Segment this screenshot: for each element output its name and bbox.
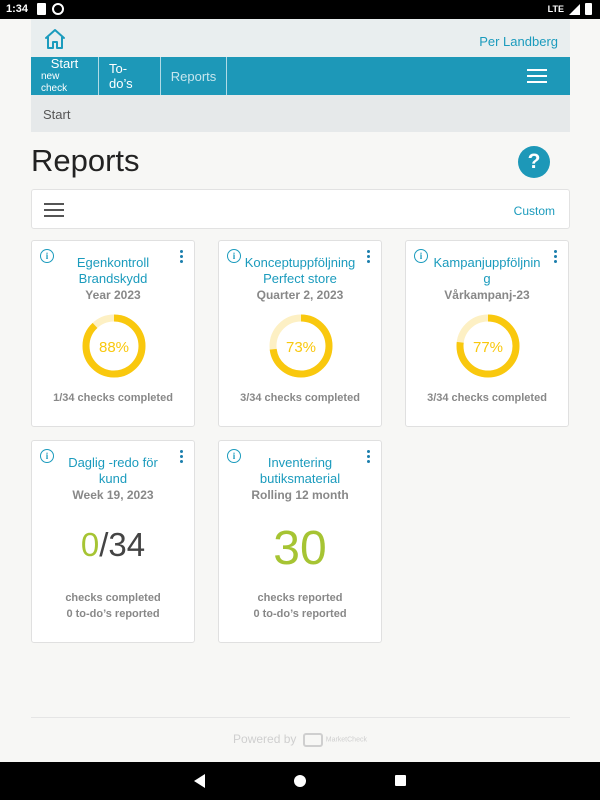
battery-icon xyxy=(585,3,592,15)
card-title: Daglig -redo för kund xyxy=(68,455,158,486)
card-status: 3/34 checks completed xyxy=(427,392,547,404)
card-status: 1/34 checks completed xyxy=(53,392,173,404)
card-period: Week 19, 2023 xyxy=(72,488,154,502)
more-options-icon[interactable] xyxy=(180,250,184,264)
recents-icon[interactable] xyxy=(395,775,406,786)
network-type: LTE xyxy=(547,4,564,14)
filter-bar: Custom xyxy=(31,189,570,229)
sd-card-icon xyxy=(37,3,46,15)
progress-donut: 88% xyxy=(82,314,146,378)
info-icon[interactable]: i xyxy=(414,249,428,263)
more-options-icon[interactable] xyxy=(180,450,184,464)
status-time: 1:34 xyxy=(6,3,29,15)
card-period: Vårkampanj-23 xyxy=(444,288,530,302)
card-status: checks reported xyxy=(257,592,343,604)
nav-start-new-check[interactable]: Start new check xyxy=(31,57,99,95)
progress-percent: 73% xyxy=(286,339,316,356)
nav-start-sublabel: new check xyxy=(41,71,68,94)
nav-start-label: Start xyxy=(50,56,79,71)
checks-count: 30 xyxy=(273,522,327,575)
ratio-slash: / xyxy=(99,526,109,563)
card-status: 3/34 checks completed xyxy=(240,392,360,404)
more-options-icon[interactable] xyxy=(367,450,371,464)
report-card[interactable]: i Egenkontroll Brandskydd Year 2023 88% … xyxy=(31,240,195,427)
system-nav-bar xyxy=(0,762,600,800)
signal-icon xyxy=(569,3,580,15)
report-card[interactable]: i Daglig -redo för kund Week 19, 2023 0/… xyxy=(31,440,195,643)
card-period: Quarter 2, 2023 xyxy=(256,288,344,302)
progress-donut: 73% xyxy=(269,314,333,378)
nav-todos[interactable]: To-do’s xyxy=(99,57,161,95)
card-todos: 0 to-do’s reported xyxy=(253,608,347,620)
breadcrumb-start[interactable]: Start xyxy=(43,107,71,122)
info-icon[interactable]: i xyxy=(40,249,54,263)
info-icon[interactable]: i xyxy=(227,249,241,263)
footer-divider xyxy=(31,717,570,718)
card-period: Rolling 12 month xyxy=(251,488,349,502)
card-title: Kampanjuppföljning xyxy=(433,255,541,286)
checks-done: 0 xyxy=(80,526,100,563)
app-header: Per Landberg xyxy=(31,19,570,57)
progress-percent: 77% xyxy=(473,339,503,356)
marketcheck-logo-icon xyxy=(302,732,323,747)
card-todos: 0 to-do’s reported xyxy=(66,608,160,620)
help-icon[interactable]: ? xyxy=(518,146,550,178)
card-status: checks completed xyxy=(65,592,161,604)
card-period: Year 2023 xyxy=(85,288,141,302)
powered-by-text: Powered by xyxy=(233,732,297,746)
checks-total: 34 xyxy=(108,526,146,563)
breadcrumb: Start xyxy=(31,95,570,132)
nav-reports[interactable]: Reports xyxy=(161,57,227,95)
footer: Powered by MarketCheck xyxy=(0,732,600,747)
checks-ratio: 0/34 xyxy=(32,526,194,564)
back-icon[interactable] xyxy=(194,774,205,788)
sync-icon xyxy=(52,3,64,15)
info-icon[interactable]: i xyxy=(40,449,54,463)
info-icon[interactable]: i xyxy=(227,449,241,463)
report-card[interactable]: i Konceptuppföljning Perfect store Quart… xyxy=(218,240,382,427)
brand-name: MarketCheck xyxy=(325,736,367,744)
page-title: Reports xyxy=(31,143,140,178)
more-options-icon[interactable] xyxy=(554,250,558,264)
card-title: Egenkontroll Brandskydd xyxy=(76,255,150,286)
user-name[interactable]: Per Landberg xyxy=(479,34,558,49)
filter-menu-icon[interactable] xyxy=(44,203,64,217)
card-title: Konceptuppföljning Perfect store xyxy=(244,255,356,286)
more-options-icon[interactable] xyxy=(367,250,371,264)
status-bar: 1:34 LTE xyxy=(0,0,600,19)
progress-percent: 88% xyxy=(99,339,129,356)
report-card[interactable]: i Inventering butiksmaterial Rolling 12 … xyxy=(218,440,382,643)
custom-filter-link[interactable]: Custom xyxy=(513,204,555,218)
home-circle-icon[interactable] xyxy=(294,775,306,787)
nav-menu-icon[interactable] xyxy=(527,69,547,83)
card-title: Inventering butiksmaterial xyxy=(259,455,341,486)
home-icon[interactable] xyxy=(43,27,67,51)
report-card[interactable]: i Kampanjuppföljning Vårkampanj-23 77% 3… xyxy=(405,240,569,427)
progress-donut: 77% xyxy=(456,314,520,378)
main-nav: Start new check To-do’s Reports xyxy=(31,57,570,95)
